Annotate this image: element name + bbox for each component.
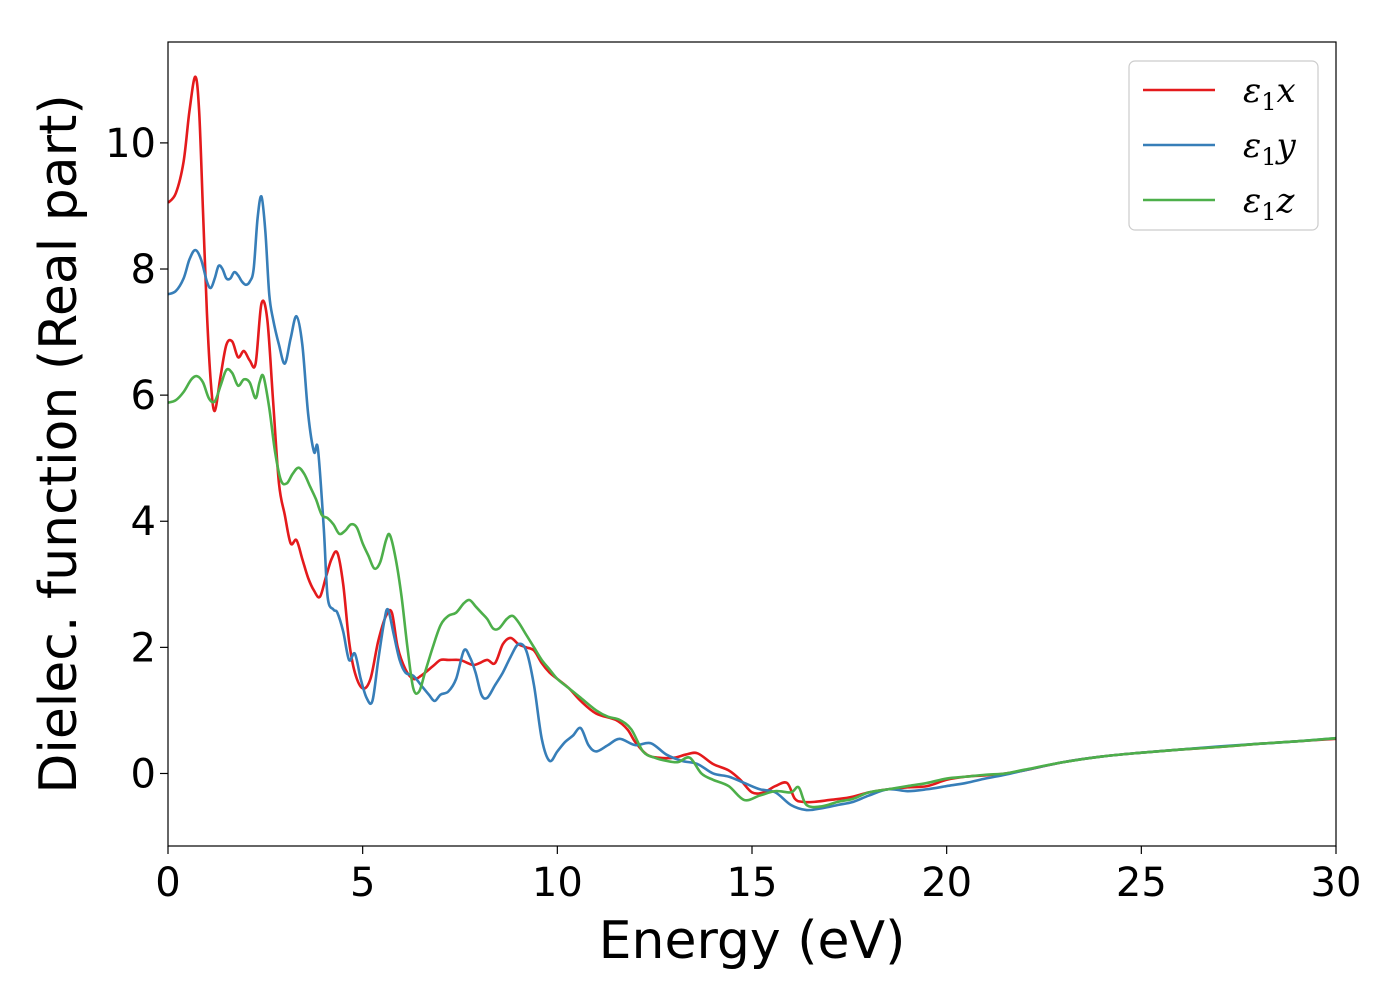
y-tick-label: 6 (131, 373, 156, 419)
y-tick-label: 8 (131, 247, 156, 293)
y-tick-label: 0 (131, 751, 156, 797)
series-line-y (168, 195, 1336, 812)
x-tick-label: 15 (727, 860, 778, 906)
x-tick-label: 25 (1116, 860, 1167, 906)
x-tick-label: 20 (921, 860, 972, 906)
legend-label-x: ε1x (1243, 71, 1296, 116)
x-tick-label: 0 (155, 860, 180, 906)
x-tick-label: 5 (350, 860, 375, 906)
series-layer (168, 75, 1336, 812)
y-axis-ticks: 0 2 4 6 8 10 (105, 121, 168, 797)
series-line-x (168, 75, 1336, 804)
legend-label-z: ε1z (1243, 181, 1296, 226)
legend: ε1x ε1y ε1z (1128, 60, 1319, 231)
x-axis-ticks: 0 5 10 15 20 25 30 (155, 846, 1361, 906)
y-tick-label: 2 (131, 625, 156, 671)
x-tick-label: 30 (1311, 860, 1362, 906)
x-axis-title: Energy (eV) (599, 911, 906, 971)
y-axis-title: Dielec. function (Real part) (29, 94, 89, 793)
y-tick-label: 10 (105, 121, 156, 167)
y-tick-label: 4 (131, 499, 156, 545)
legend-frame (1128, 60, 1319, 231)
legend-label-y: ε1y (1243, 126, 1297, 171)
series-line-z (168, 367, 1336, 809)
x-tick-label: 10 (532, 860, 583, 906)
